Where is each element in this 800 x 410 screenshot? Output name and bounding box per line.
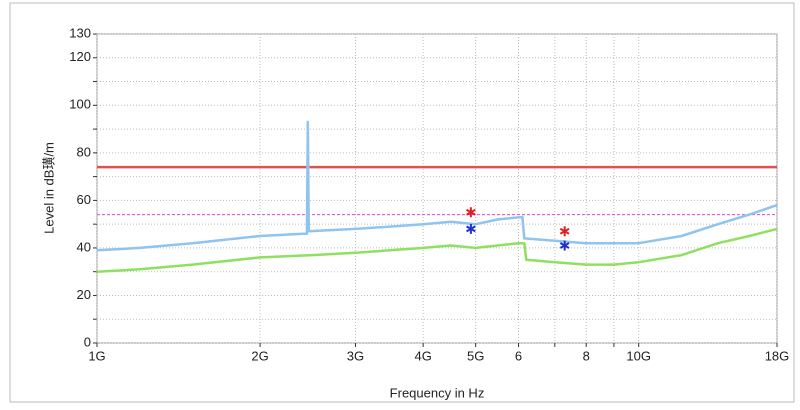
x-axis-label: Frequency in Hz bbox=[390, 385, 485, 400]
marker bbox=[559, 226, 570, 237]
x-tick-label: 5G bbox=[467, 348, 484, 363]
marker-stroke bbox=[466, 208, 476, 216]
x-tick-label: 4G bbox=[414, 348, 431, 363]
y-tick-label: 40 bbox=[77, 239, 91, 254]
marker-stroke bbox=[559, 227, 570, 235]
y-axis-label: Level in dB璜/m bbox=[41, 142, 56, 234]
marker bbox=[559, 240, 570, 251]
marker bbox=[466, 223, 476, 234]
x-tick-label: 10G bbox=[626, 348, 651, 363]
y-tick-label: 20 bbox=[77, 287, 91, 302]
x-tick-label: 8 bbox=[583, 348, 590, 363]
x-tick-label: 2G bbox=[251, 348, 268, 363]
trace bbox=[96, 120, 778, 252]
x-tick-label: 1G bbox=[88, 348, 105, 363]
marker-stroke bbox=[466, 225, 476, 233]
y-tick-label: 120 bbox=[69, 49, 91, 64]
x-tick-label: 6 bbox=[515, 348, 522, 363]
trace bbox=[96, 227, 778, 273]
plot-area bbox=[96, 33, 778, 344]
y-tick-label: 0 bbox=[84, 334, 91, 349]
x-tick-label: 3G bbox=[347, 348, 364, 363]
marker-stroke bbox=[559, 242, 570, 249]
marker bbox=[466, 207, 476, 218]
y-tick-label: 80 bbox=[77, 144, 91, 159]
y-tick-label: 130 bbox=[69, 25, 91, 40]
y-tick-label: 100 bbox=[69, 97, 91, 112]
x-tick-label: 18G bbox=[765, 348, 790, 363]
y-tick-label: 60 bbox=[77, 192, 91, 207]
